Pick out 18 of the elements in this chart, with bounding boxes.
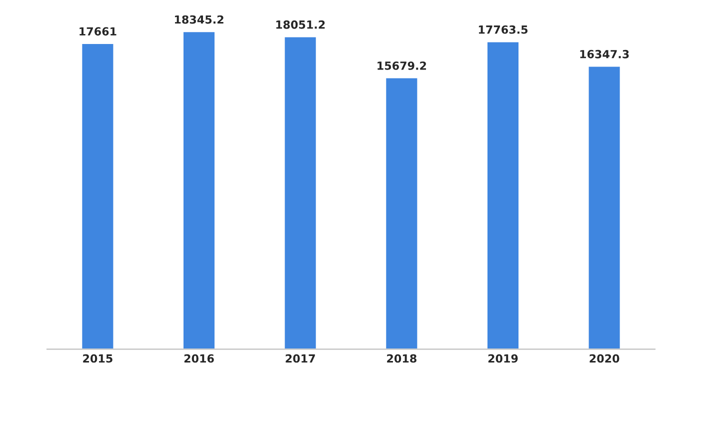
bar (80, 42, 115, 350)
data-label: 18345.2 (174, 15, 224, 24)
data-label: 17763.5 (478, 25, 528, 34)
x-tick-label: 2015 (83, 354, 112, 363)
data-label: 17661 (80, 27, 116, 36)
bar (182, 30, 216, 350)
bar (486, 40, 520, 350)
data-label: 15679.2 (378, 61, 426, 70)
x-tick-label: 2020 (590, 354, 620, 363)
x-tick-label: 2016 (184, 354, 214, 363)
x-tick-label: 2018 (387, 354, 416, 363)
x-tick-label: 2017 (286, 354, 315, 363)
bar (587, 65, 622, 350)
data-label: 16347.3 (580, 50, 629, 58)
data-label: 18051.2 (276, 20, 325, 29)
bar (283, 36, 318, 350)
bar (384, 76, 419, 350)
x-tick-label: 2019 (488, 354, 518, 363)
